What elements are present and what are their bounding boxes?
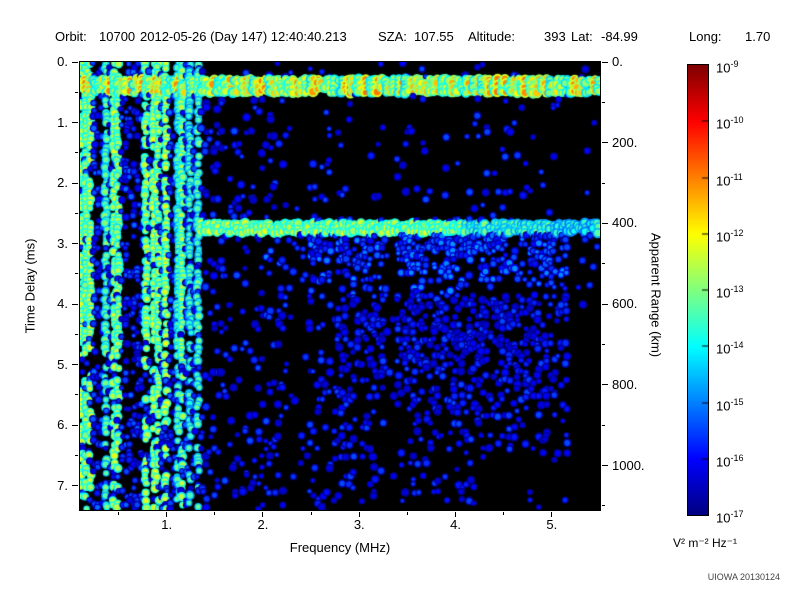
axis-tick [72,485,78,487]
credit-text: UIOWA 20130124 [707,572,780,582]
axis-tick [72,61,78,63]
axis-tick [602,142,608,144]
axis-tick [602,101,605,103]
axis-tick [166,512,168,517]
altitude-label: Altitude: [468,29,515,44]
axis-tick [72,182,78,184]
y-right-tick-label: 400. [612,215,638,231]
axis-tick [75,91,78,93]
axis-tick [602,505,605,507]
orbit-label: Orbit: [55,29,87,44]
axis-tick [72,424,78,426]
axis-tick [602,222,608,224]
lat-label: Lat: [571,29,593,44]
axis-tick [503,512,505,515]
axis-tick [75,273,78,275]
axis-tick [602,61,608,63]
axis-tick [602,182,605,184]
x-tick-label: 4. [450,517,461,532]
colorbar-tick-label: 10-17 [716,509,744,526]
y-right-tick-label: 800. [612,376,638,392]
axis-tick [75,394,78,396]
axis-tick [118,512,120,515]
axis-tick [75,333,78,335]
y-left-tick-label: 6. [57,417,68,433]
sza-label: SZA: [378,29,407,44]
y-left-tick-label: 7. [57,477,68,493]
x-tick-label: 5. [546,517,558,532]
axis-tick [75,212,78,214]
colorbar-tick-label: 10-11 [716,171,743,188]
lat-value: -84.99 [601,29,638,44]
colorbar-tick-label: 10-15 [716,396,744,413]
axis-tick [214,512,216,515]
x-tick-label: 2. [257,517,269,532]
y-left-tick-label: 4. [57,296,68,312]
axis-tick [72,303,78,305]
axis-tick [602,384,608,386]
y-left-tick-label: 2. [57,175,68,191]
y-left-tick-label: 1. [57,114,68,130]
sza-value: 107.55 [414,29,454,44]
colorbar-tick-label: 10-12 [716,227,744,245]
y-axis-label-right: Apparent Range (km) [648,232,664,358]
y-right-tick-label: 1000. [612,457,645,473]
axis-tick [406,512,408,515]
plot-frame [79,61,601,511]
axis-tick [72,364,78,366]
axis-tick [551,512,553,517]
y-left-tick-label: 3. [57,235,68,251]
altitude-value: 393 [544,29,566,44]
y-left-tick-label: 0. [57,54,68,69]
colorbar-tick-label: 10-16 [716,452,744,470]
colorbar-tick-label: 10-9 [716,59,739,76]
axis-tick [602,263,605,265]
x-tick-label: 1. [161,517,173,532]
axis-tick [602,303,608,305]
colorbar-tick-label: 10-13 [716,284,744,301]
axis-tick [75,152,78,154]
orbit-value: 10700 [99,29,136,44]
colorbar-unit-label: V² m⁻² Hz⁻¹ [673,536,737,550]
ionogram-heatmap-canvas [80,62,600,510]
x-axis-label: Frequency (MHz) [289,540,391,555]
axis-tick [455,512,457,517]
axis-tick [262,512,264,517]
colorbar-tick-label: 10-10 [716,115,744,132]
x-tick-label: 3. [353,517,365,532]
y-left-tick-label: 5. [57,356,68,372]
colorbar-gradient-canvas [688,65,708,515]
axis-tick [602,424,605,426]
axis-tick [75,455,78,456]
axis-tick [602,465,608,467]
y-right-tick-label: 0. [612,54,623,69]
y-axis-label-left: Time Delay (ms) [22,238,38,334]
long-value: 1.70 [745,29,771,44]
axis-tick [602,344,605,346]
axis-tick [358,512,360,517]
axis-tick [310,512,312,515]
y-right-tick-label: 200. [612,134,638,150]
datetime-text: 2012-05-26 (Day 147) 12:40:40.213 [140,29,347,44]
colorbar-frame [687,64,709,516]
long-label: Long: [689,29,722,44]
colorbar-tick-label: 10-14 [716,340,744,357]
axis-tick [72,243,78,245]
axis-tick [72,122,78,124]
